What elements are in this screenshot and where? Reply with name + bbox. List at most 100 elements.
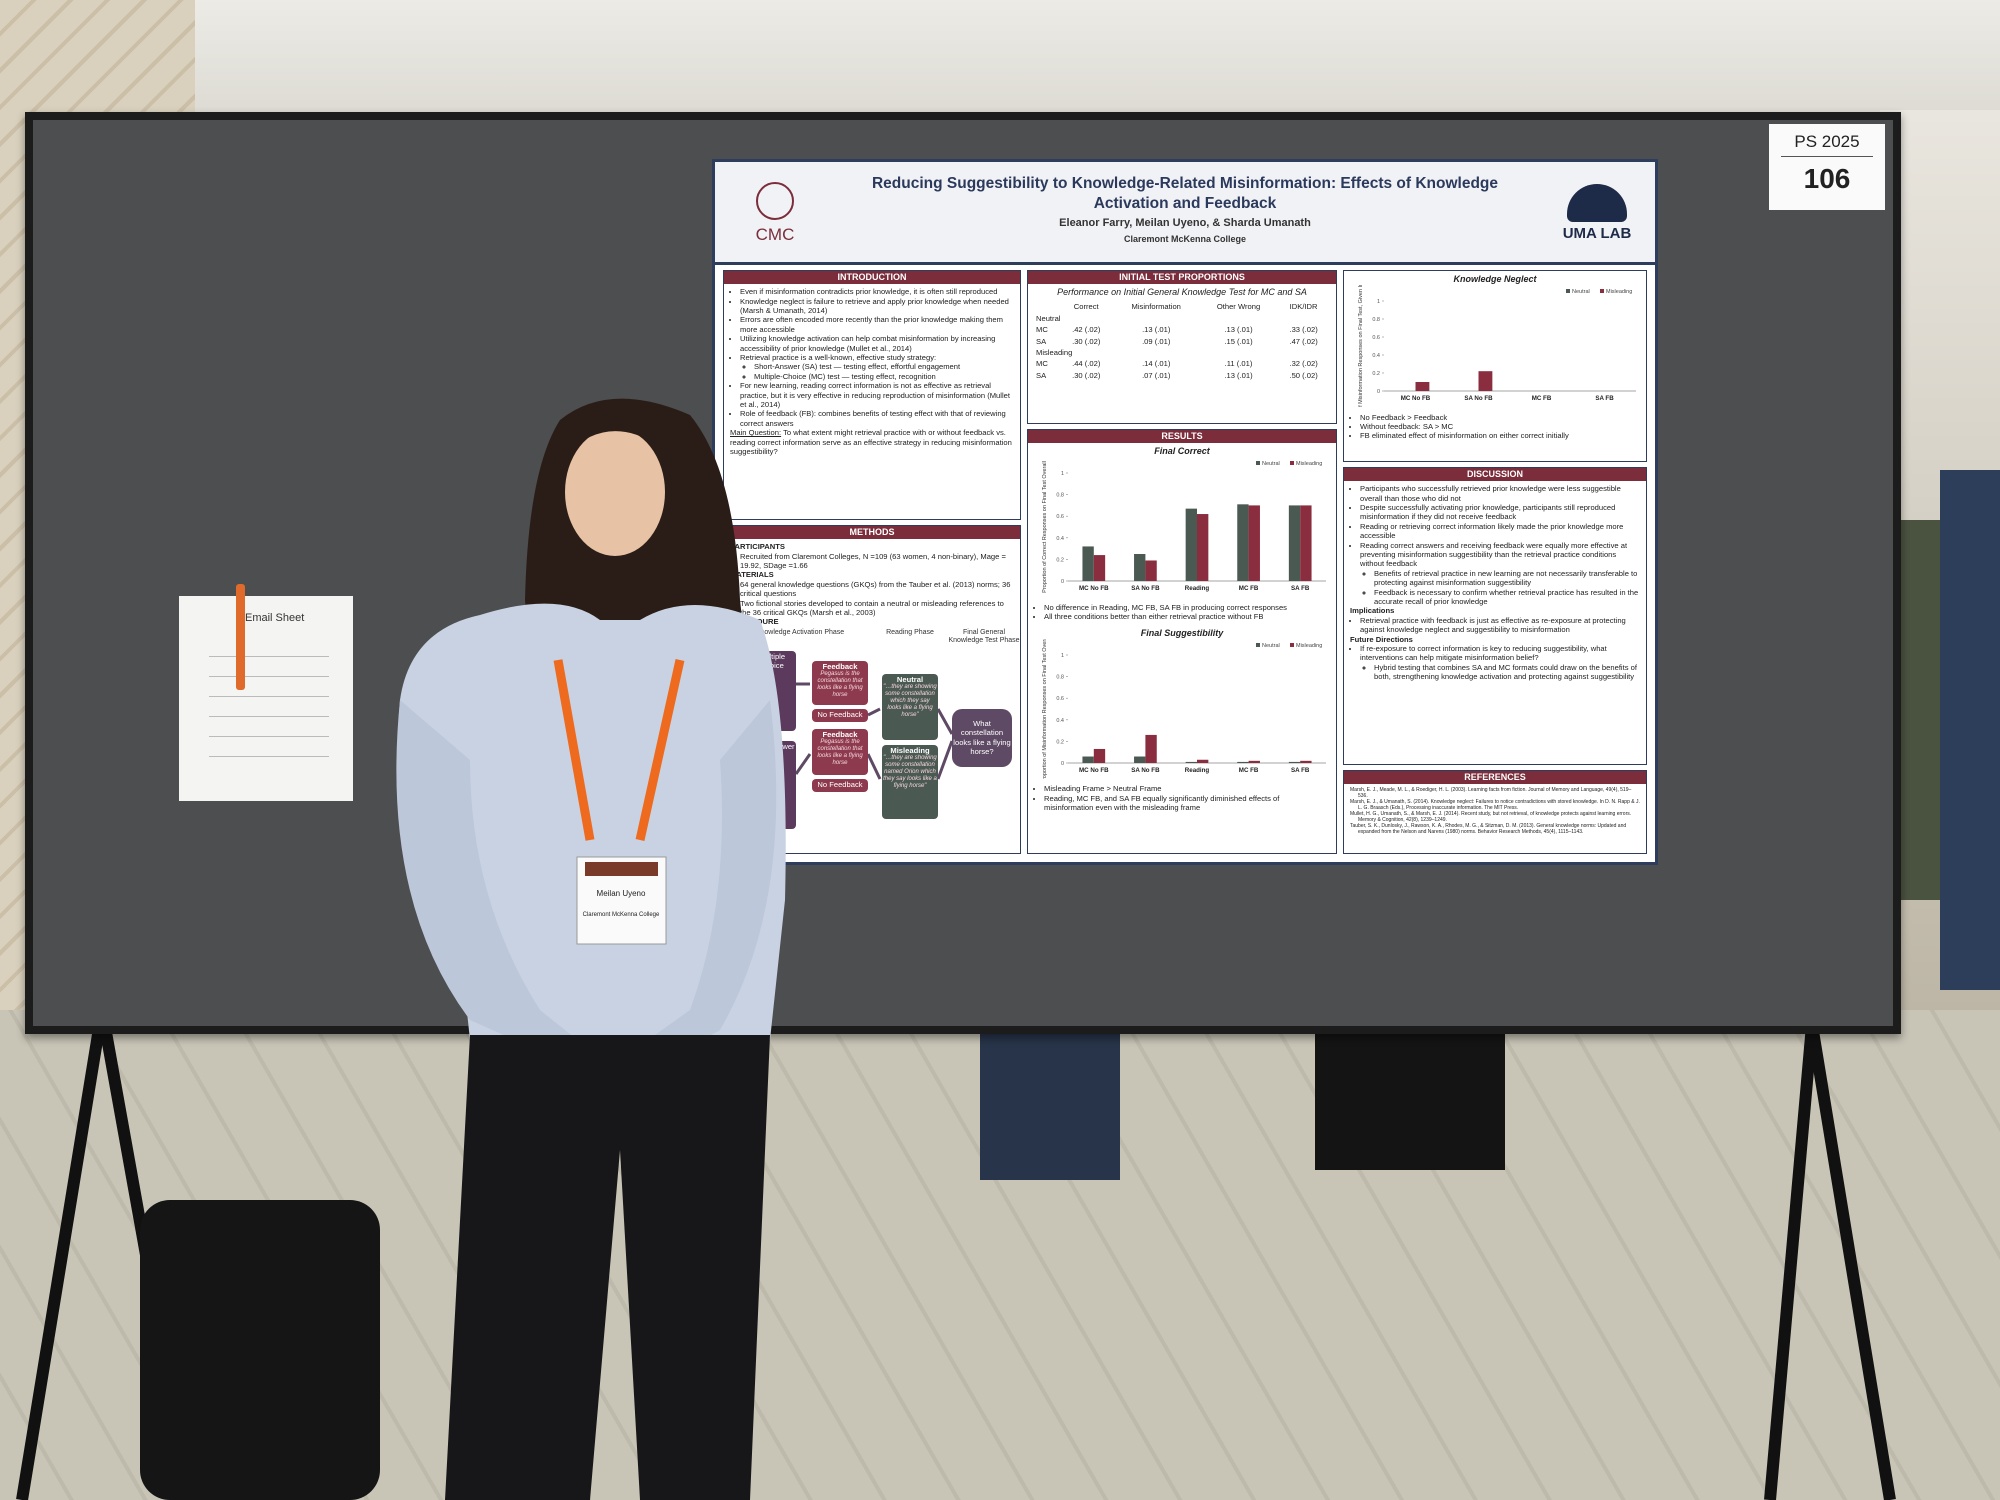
bar	[1300, 505, 1312, 582]
pants	[445, 1035, 770, 1500]
bullet: Retrieval practice with feedback is just…	[1360, 616, 1640, 635]
main-question-text: To what extent might retrieval practice …	[730, 428, 1012, 457]
bar	[1248, 760, 1260, 763]
feedback-box: Feedback Pegasus is the constellation tha…	[812, 660, 868, 705]
table-cell: .15 (.01)	[1224, 336, 1253, 346]
badge-name: Meilan Uyeno	[597, 889, 646, 898]
bullet: Recruited from Claremont Colleges, N =10…	[740, 552, 1014, 571]
table-cell: .07 (.01)	[1142, 370, 1171, 380]
bullet: Role of feedback (FB): combines benefits…	[740, 409, 1014, 428]
section-heading: REFERENCES	[1344, 771, 1646, 784]
sheet-line	[209, 676, 329, 677]
y-tick-label: 0.6	[1056, 515, 1064, 521]
reference: Marsh, E. J., Meade, M. L., & Roediger, …	[1350, 786, 1632, 799]
bullet-list: Participants who successfully retrieved …	[1350, 484, 1640, 606]
bullet-list: Recruited from Claremont Colleges, N =10…	[730, 552, 1014, 571]
bullet-list: No difference in Reading, MC FB, SA FB i…	[1034, 603, 1330, 622]
sub-bullet: Multiple-Choice (MC) test — testing effe…	[754, 372, 1014, 381]
bar	[1185, 761, 1197, 763]
backpack	[140, 1200, 380, 1500]
box-note: Pegasus is the constellation that looks …	[817, 739, 863, 766]
bullet: If re-exposure to correct information is…	[1360, 644, 1640, 682]
sub-bullet: Feedback is necessary to confirm whether…	[1374, 588, 1640, 607]
table-cell: .30 (.02)	[1072, 370, 1101, 380]
x-tick-label: Reading	[1185, 585, 1210, 592]
legend-swatch	[1600, 289, 1604, 294]
y-tick-label: 0.2	[1372, 371, 1380, 377]
section-heading: METHODS	[724, 526, 1020, 540]
bystander	[1940, 470, 2000, 990]
bar	[1082, 546, 1094, 582]
bar	[1197, 514, 1209, 582]
bullet-list: If re-exposure to correct information is…	[1350, 644, 1640, 682]
x-tick-label: MC FB	[1239, 585, 1259, 592]
card-number: 106	[1803, 163, 1851, 194]
bullet-list: No Feedback > FeedbackWithout feedback: …	[1350, 413, 1640, 441]
logo-text: UMA LAB	[1562, 225, 1632, 242]
easel-leg	[16, 1009, 108, 1500]
lanyard	[553, 659, 685, 841]
bar	[1288, 761, 1301, 763]
table-cell: .47 (.02)	[1289, 336, 1318, 346]
y-tick-label: 0.8	[1372, 317, 1380, 323]
bullet: Participants who successfully retrieved …	[1360, 484, 1640, 503]
bullet: Two fictional stories developed to conta…	[740, 599, 1014, 618]
legend-swatch	[1290, 642, 1294, 647]
left-arm	[396, 700, 590, 1060]
group-label: Misleading	[1036, 347, 1073, 357]
main-question-label: Main Question:	[730, 428, 782, 438]
bullet: Utilizing knowledge activation can help …	[740, 334, 1014, 353]
bar	[1300, 760, 1312, 763]
bystander-legs	[1315, 1030, 1505, 1170]
column-header: Correct	[1073, 302, 1099, 312]
table-cell: .11 (.01)	[1224, 359, 1253, 369]
reference: Mullet, H. G., Umanath, S., & Marsh, E. …	[1350, 810, 1632, 823]
y-tick-label: 0	[1061, 761, 1064, 767]
bar	[1082, 756, 1094, 763]
bullet: No Feedback > Feedback	[1360, 413, 1640, 422]
chart-notes: No Feedback > FeedbackWithout feedback: …	[1344, 410, 1646, 444]
chart-host: 0 0.2 0.4 0.6 0.8 1 Proportion of Correct Resp…	[1028, 457, 1336, 599]
easel-leg	[1764, 1024, 1818, 1500]
group-row: Neutral	[1034, 313, 1330, 324]
results: RESULTS Final Correct 0 0.2 0.4 0.6 0.8 1 Prop…	[1027, 429, 1337, 854]
list-host: 64 general knowledge questions (GKQs) fr…	[730, 580, 1014, 618]
bar	[1197, 759, 1209, 763]
sheet-line	[209, 656, 329, 657]
legend-label: Neutral	[1262, 643, 1280, 649]
section-body: Marsh, E. J., Meade, M. L., & Roediger, …	[1344, 784, 1646, 838]
box-label: Feedback	[822, 661, 858, 671]
y-tick-label: 0.4	[1056, 717, 1064, 723]
bullet-list: 64 general knowledge questions (GKQs) fr…	[730, 580, 1014, 618]
x-tick-label: SA FB	[1291, 767, 1310, 774]
bullet: All three conditions better than either …	[1044, 612, 1330, 621]
column: INITIAL TEST PROPORTIONS Performance on …	[1027, 270, 1337, 854]
table-cell: .13 (.01)	[1142, 325, 1171, 335]
sheet-line	[209, 716, 329, 717]
y-axis-label: Proportion of Correct Responses on Final…	[1042, 461, 1048, 593]
group-row: Misleading	[1034, 347, 1330, 358]
feedback-box: Feedback Pegasus is the constellation tha…	[812, 728, 868, 775]
no-feedback-box: No Feedback	[812, 708, 868, 722]
legend-swatch	[1290, 461, 1294, 466]
sub-bullet: Benefits of retrieval practice in new le…	[1374, 569, 1640, 588]
section-heading: DISCUSSION	[1344, 468, 1646, 482]
y-axis-label: Proportion of Misinformation Responses o…	[1358, 285, 1364, 407]
discussion: DISCUSSION Participants who successfully…	[1343, 467, 1647, 765]
poster: CMC Reducing Suggestibility to Knowledge…	[712, 159, 1658, 865]
bar-chart: 0 0.2 0.4 0.6 0.8 1 Proportion of Misinformati…	[1042, 634, 1326, 783]
y-tick-label: 0.8	[1056, 493, 1064, 499]
bullet-list: Misleading Frame > Neutral FrameReading,…	[1034, 784, 1330, 812]
bar	[1248, 505, 1260, 582]
sub-bullet: Hybrid testing that combines SA and MC f…	[1374, 663, 1640, 682]
knowledge-neglect: Knowledge Neglect 0 0.2 0.4 0.6 0.8 1 Proporti…	[1343, 270, 1647, 462]
bar	[1478, 371, 1493, 392]
legend-label: Neutral	[1262, 461, 1280, 467]
legend-label: Misleading	[1296, 643, 1322, 649]
x-tick-label: SA No FB	[1131, 767, 1160, 774]
bar	[1134, 756, 1146, 763]
board-number-card: PS 2025 106	[1769, 124, 1885, 210]
bar	[1093, 555, 1106, 582]
section-body: Participants who successfully retrieved …	[1344, 481, 1646, 685]
